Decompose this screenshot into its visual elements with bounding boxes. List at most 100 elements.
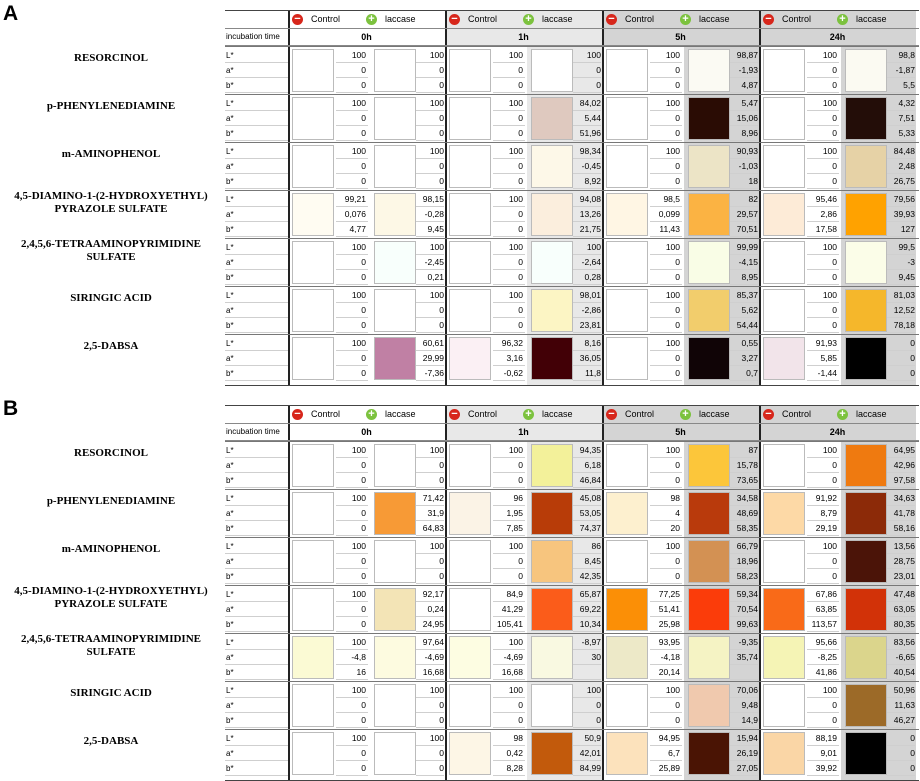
laccase-value: 79,56 [893, 194, 915, 204]
cell-line [807, 520, 839, 521]
cell-line [807, 775, 839, 776]
cell-line [493, 221, 525, 222]
cell-line [336, 487, 368, 488]
cell-line [416, 254, 444, 255]
panel-letter: A [3, 2, 19, 25]
cell-line [225, 110, 288, 111]
cell-line [225, 350, 288, 351]
cell-line [887, 457, 915, 458]
cell-line [887, 77, 915, 78]
cell-line [416, 221, 444, 222]
cell-line [887, 158, 915, 159]
control-value: 0 [832, 128, 837, 138]
control-value: 0 [675, 128, 680, 138]
laccase-value: 35,74 [736, 652, 758, 662]
cell-line [807, 62, 839, 63]
cell-line [650, 520, 682, 521]
control-value: -4,69 [503, 652, 523, 662]
laccase-value: 0 [910, 353, 915, 363]
laccase-swatch [374, 636, 416, 679]
cell-line [225, 92, 288, 93]
control-swatch [606, 97, 648, 140]
cell-line [730, 697, 758, 698]
laccase-swatch [374, 492, 416, 535]
control-value: -1,44 [817, 368, 837, 378]
minus-icon: − [449, 409, 460, 421]
cell-line [730, 679, 758, 680]
cell-line [807, 745, 839, 746]
cell-line [573, 520, 601, 521]
laccase-value: 34,63 [893, 493, 915, 503]
cell-line [225, 254, 288, 255]
cell-line [416, 760, 444, 761]
laccase-value: 69,22 [579, 604, 601, 614]
cell-line [573, 380, 601, 381]
cell-line [807, 188, 839, 189]
cell-line [225, 173, 288, 174]
param-label: a* [226, 210, 234, 219]
cell-line [336, 317, 368, 318]
control-value: 0,076 [344, 209, 366, 219]
control-label: Control [782, 14, 812, 24]
cell-line [573, 712, 601, 713]
param-label: L* [226, 686, 234, 695]
control-swatch [292, 337, 334, 380]
cell-line [493, 616, 525, 617]
cell-line [887, 712, 915, 713]
laccase-swatch [845, 289, 887, 332]
laccase-header: + laccase [523, 11, 573, 28]
laccase-value: 60,61 [422, 338, 444, 348]
cell-line [336, 583, 368, 584]
laccase-value: 15,94 [736, 733, 758, 743]
cell-line [807, 350, 839, 351]
cell-line [416, 631, 444, 632]
laccase-swatch [845, 636, 887, 679]
control-value: 0 [675, 272, 680, 282]
control-value: 2,86 [820, 209, 837, 219]
laccase-label: laccase [856, 14, 887, 24]
cell-line [887, 254, 915, 255]
control-value: 0 [361, 305, 366, 315]
cell-line [887, 125, 915, 126]
control-swatch [449, 337, 491, 380]
cell-line [416, 236, 444, 237]
control-swatch [449, 588, 491, 631]
laccase-label: laccase [385, 409, 416, 419]
cell-line [225, 775, 288, 776]
laccase-value: 100 [429, 290, 444, 300]
cell-line [416, 664, 444, 665]
laccase-value: 50,96 [893, 685, 915, 695]
cell-line [493, 92, 525, 93]
laccase-value: 40,54 [893, 667, 915, 677]
cell-line [807, 125, 839, 126]
cell-line [336, 158, 368, 159]
control-swatch [449, 684, 491, 727]
control-value: 0 [675, 305, 680, 315]
laccase-value: 45,08 [579, 493, 601, 503]
control-value: 100 [351, 541, 366, 551]
laccase-value: 90,93 [736, 146, 758, 156]
cell-line [416, 125, 444, 126]
cell-line [416, 727, 444, 728]
cell-line [573, 631, 601, 632]
control-value: 95,46 [815, 194, 837, 204]
cell-line [225, 221, 288, 222]
control-header: − Control [763, 11, 811, 28]
laccase-value: 0 [439, 161, 444, 171]
plus-icon: + [837, 409, 848, 421]
cell-line [730, 631, 758, 632]
cell-line [573, 188, 601, 189]
laccase-value: 100 [429, 445, 444, 455]
laccase-value: 64,95 [893, 445, 915, 455]
laccase-swatch [688, 540, 730, 583]
cell-line [225, 664, 288, 665]
cell-line [573, 535, 601, 536]
cell-line [336, 269, 368, 270]
cell-line [225, 302, 288, 303]
control-value: 100 [822, 290, 837, 300]
laccase-value: 8,92 [584, 176, 601, 186]
control-value: 0 [518, 571, 523, 581]
cell-line [493, 62, 525, 63]
cell-line [573, 472, 601, 473]
cell-line [416, 601, 444, 602]
